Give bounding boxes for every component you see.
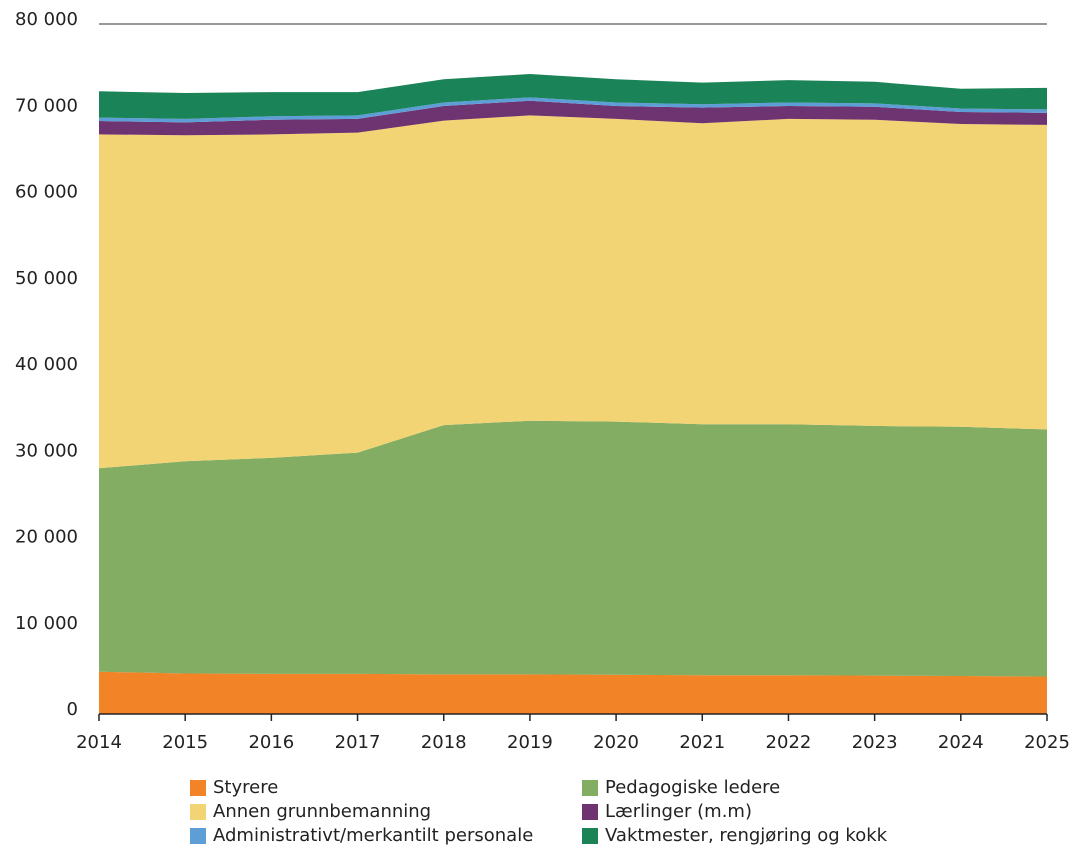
legend-label: Styrere: [213, 777, 278, 798]
x-tick-label: 2024: [938, 732, 984, 753]
legend-label: Administrativt/merkantilt personale: [213, 825, 533, 846]
legend-swatch: [582, 804, 598, 820]
x-tick-label: 2021: [679, 732, 725, 753]
x-tick-label: 2022: [766, 732, 812, 753]
legend-label: Vaktmester, rengjøring og kokk: [605, 825, 888, 846]
area: [99, 74, 1047, 119]
legend-label: Annen grunnbemanning: [213, 801, 431, 822]
x-tick-label: 2019: [507, 732, 553, 753]
y-tick-label: 10 000: [15, 613, 78, 634]
x-tick-label: 2015: [162, 732, 208, 753]
y-tick-label: 20 000: [15, 527, 78, 548]
legend-swatch: [582, 780, 598, 796]
legend-swatch: [190, 780, 206, 796]
y-tick-label: 70 000: [15, 95, 78, 116]
y-tick-label: 60 000: [15, 182, 78, 203]
legend-label: Pedagogiske ledere: [605, 777, 780, 798]
y-tick-label: 0: [67, 699, 78, 720]
area: [99, 420, 1047, 677]
x-tick-label: 2018: [421, 732, 467, 753]
y-tick-label: 80 000: [15, 9, 78, 30]
y-tick-label: 50 000: [15, 268, 78, 289]
x-tick-label: 2020: [593, 732, 639, 753]
x-tick-label: 2025: [1024, 732, 1070, 753]
y-tick-label: 40 000: [15, 354, 78, 375]
x-tick-label: 2016: [248, 732, 294, 753]
area: [99, 100, 1047, 136]
area: [99, 671, 1047, 714]
area: [99, 115, 1047, 469]
x-tick-label: 2023: [852, 732, 898, 753]
legend-label: Lærlinger (m.m): [605, 801, 752, 822]
x-tick-label: 2017: [335, 732, 381, 753]
legend-swatch: [582, 828, 598, 844]
legend-swatch: [190, 804, 206, 820]
x-tick-label: 2014: [76, 732, 122, 753]
area: [99, 97, 1047, 123]
legend-swatch: [190, 828, 206, 844]
y-tick-label: 30 000: [15, 440, 78, 461]
